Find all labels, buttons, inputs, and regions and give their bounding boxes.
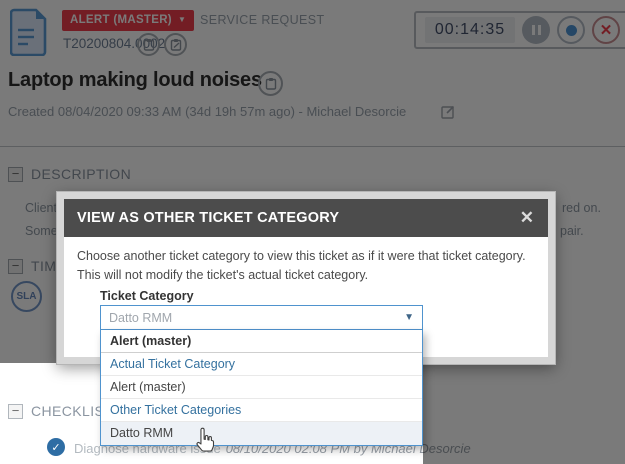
modal-header: VIEW AS OTHER TICKET CATEGORY ✕ [64, 199, 548, 237]
ticket-category-field-label: Ticket Category [100, 289, 194, 303]
dropdown-option-alert-master[interactable]: Alert (master) [101, 376, 422, 399]
checklist-section-header: − CHECKLIST [8, 403, 113, 419]
chevron-down-icon: ▼ [404, 312, 414, 323]
ticket-category-dropdown-list: Alert (master) Actual Ticket Category Al… [100, 330, 423, 446]
dropdown-group-other-ticket-categories[interactable]: Other Ticket Categories [101, 399, 422, 422]
collapse-checklist-button[interactable]: − [8, 403, 23, 419]
dropdown-option-current[interactable]: Alert (master) [101, 330, 422, 353]
checklist-label: CHECKLIST [31, 403, 114, 419]
checklist-item-checked-icon[interactable]: ✓ [47, 438, 65, 456]
ticket-category-select-value: Datto RMM [109, 310, 173, 325]
ticket-category-select[interactable]: Datto RMM ▼ [100, 305, 423, 330]
modal-title: VIEW AS OTHER TICKET CATEGORY [77, 210, 340, 226]
dropdown-group-actual-ticket-category[interactable]: Actual Ticket Category [101, 353, 422, 376]
hand-cursor-icon [196, 427, 215, 452]
modal-description: Choose another ticket category to view t… [77, 249, 526, 282]
modal-close-icon[interactable]: ✕ [519, 208, 534, 227]
dropdown-option-datto-rmm[interactable]: Datto RMM [101, 422, 422, 445]
